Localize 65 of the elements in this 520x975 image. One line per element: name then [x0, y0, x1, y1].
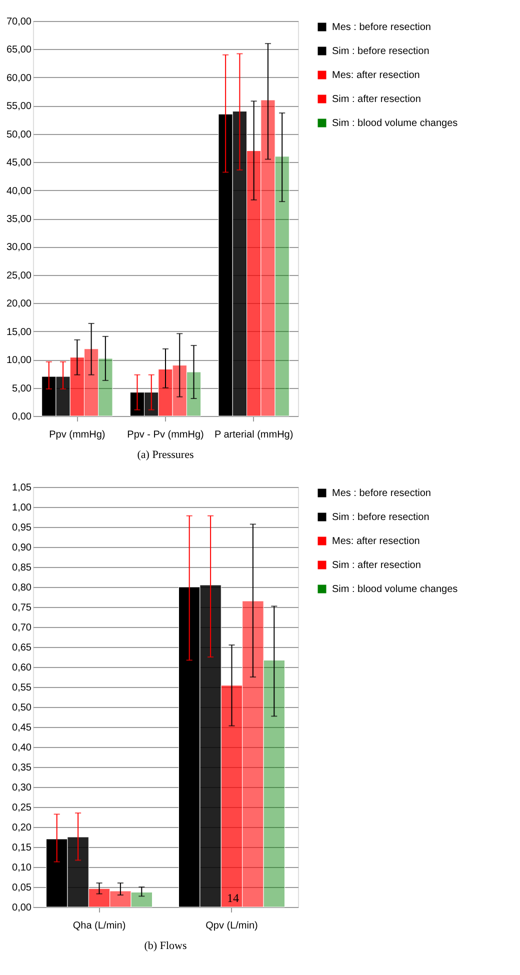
bar [260, 100, 276, 416]
bar [242, 600, 264, 908]
bar [172, 364, 187, 416]
y-tick-label: 0,55 [12, 682, 32, 694]
y-tick-label: 0,00 [12, 902, 32, 914]
y-tick-label: 0,80 [12, 582, 32, 594]
y-tick-label: 35,00 [6, 214, 32, 225]
legend-label: Sim : blood volume changes [332, 118, 458, 129]
x-tick-label: Ppv (mmHg) [49, 430, 106, 440]
text: (b) Flows [144, 940, 187, 952]
y-tick-label: 20,00 [6, 298, 32, 310]
legend-label: Sim : after resection [332, 560, 421, 571]
x-tick-label: Qha (L/min) [72, 920, 126, 932]
y-tick-label: 0,40 [12, 742, 32, 754]
bar [130, 892, 152, 908]
bar [263, 660, 285, 908]
y-tick-label: 50,00 [6, 129, 32, 140]
bar [186, 372, 202, 416]
y-tick-label: 0,00 [12, 412, 32, 422]
bar [84, 348, 99, 416]
y-tick-label: 0,30 [12, 782, 32, 794]
y-tick-label: 0,60 [12, 662, 32, 674]
y-tick-label: 25,00 [6, 270, 32, 282]
x-tick-label: P arterial (mmHg) [214, 430, 294, 440]
y-tick-label: 0,75 [12, 602, 32, 614]
y-tick-label: 0,95 [12, 522, 32, 534]
y-tick-label: 55,00 [6, 101, 32, 112]
y-tick-label: 10,00 [6, 355, 32, 366]
y-tick-label: 0,10 [12, 862, 32, 874]
bar [110, 890, 132, 908]
y-tick-label: 0,50 [12, 702, 32, 714]
y-tick-label: 0,35 [12, 762, 32, 774]
y-tick-label: 0,70 [12, 622, 32, 634]
legend-label: Mes: after resection [332, 70, 420, 81]
y-tick-label: 30,00 [6, 242, 32, 254]
y-tick-label: 0,85 [12, 562, 32, 574]
bar [274, 156, 290, 416]
legend-label: Sim : blood volume changes [332, 584, 458, 595]
legend-label: Mes : before resection [332, 22, 431, 33]
y-tick-label: 0,20 [12, 822, 32, 834]
y-tick-label: 40,00 [6, 186, 32, 197]
y-tick-label: 0,25 [12, 802, 32, 814]
y-tick-label: 65,00 [6, 44, 32, 56]
y-tick-label: 0,90 [12, 542, 32, 554]
legend-label: Sim : before resection [332, 46, 430, 57]
y-tick-label: 0,05 [12, 882, 32, 894]
x-tick-label: Ppv - Pv (mmHg) [127, 430, 204, 440]
legend-label: Sim : after resection [332, 94, 421, 105]
y-tick-label: 0,15 [12, 842, 32, 854]
legend-label: Mes: after resection [332, 536, 420, 547]
annotation: 14 [227, 891, 239, 905]
y-tick-label: 60,00 [6, 72, 32, 84]
y-tick-label: 15,00 [6, 326, 32, 338]
legend-label: Mes : before resection [332, 488, 431, 499]
y-tick-label: 0,45 [12, 722, 32, 734]
x-tick-label: Qpv (L/min) [206, 920, 258, 932]
y-tick-label: 1,05 [12, 482, 32, 494]
legend-label: Sim : before resection [332, 512, 430, 523]
y-tick-label: 70,00 [6, 16, 32, 28]
y-tick-label: 0,65 [12, 642, 32, 654]
bar [98, 358, 113, 416]
y-tick-label: 5,00 [12, 383, 32, 394]
y-tick-label: 45,00 [6, 158, 32, 169]
y-tick-label: 1,00 [12, 502, 32, 514]
text: (a) Pressures [137, 449, 194, 461]
